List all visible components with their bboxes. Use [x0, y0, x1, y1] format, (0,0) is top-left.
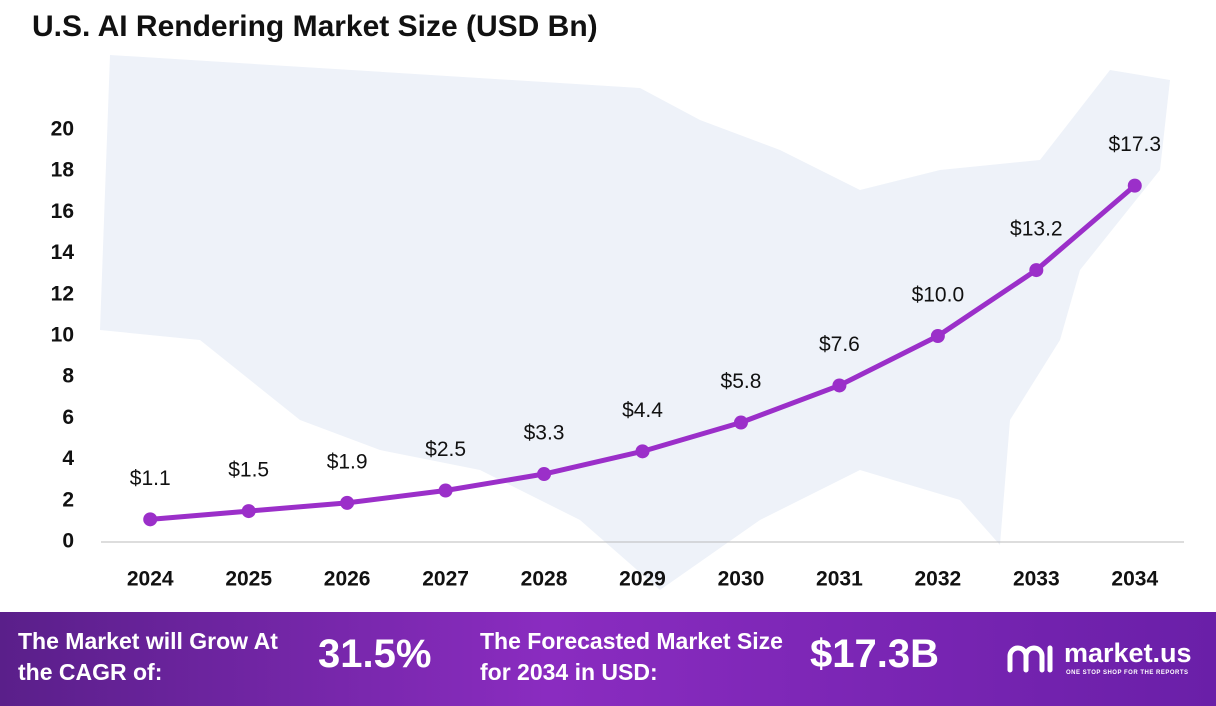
- x-tick-label: 2025: [225, 568, 272, 591]
- point: [733, 415, 748, 430]
- chart: U.S. AI Rendering Market Size (USD Bn) 0…: [32, 10, 1184, 591]
- point: [438, 483, 453, 498]
- x-tick-label: 2028: [521, 568, 568, 591]
- point: [635, 444, 650, 459]
- x-tick-label: 2033: [1013, 568, 1060, 591]
- value-label: $2.5: [425, 438, 466, 461]
- y-tick-label: 14: [51, 241, 75, 264]
- cagr-text: The Market will Grow At the CAGR of:: [18, 628, 278, 685]
- y-tick-label: 0: [62, 530, 74, 553]
- value-label: $17.3: [1108, 133, 1161, 156]
- point: [537, 467, 552, 482]
- point: [143, 512, 158, 527]
- value-label: $13.2: [1010, 218, 1063, 241]
- footer: The Market will Grow At the CAGR of: 31.…: [0, 612, 1216, 706]
- x-tick-label: 2027: [422, 568, 469, 591]
- value-label: $10.0: [912, 284, 965, 307]
- tagline: ONE STOP SHOP FOR THE REPORTS: [1066, 670, 1189, 676]
- point: [832, 378, 847, 393]
- chart-title: U.S. AI Rendering Market Size (USD Bn): [32, 10, 598, 43]
- map-background: [100, 55, 1170, 590]
- value-label: $4.4: [622, 399, 663, 422]
- point: [1127, 178, 1142, 193]
- point: [241, 504, 256, 519]
- point: [1029, 263, 1044, 278]
- y-tick-label: 18: [51, 159, 75, 182]
- y-tick-label: 16: [51, 200, 74, 223]
- x-tick-label: 2034: [1111, 568, 1158, 591]
- y-tick-label: 20: [51, 118, 74, 141]
- point: [340, 495, 355, 510]
- x-tick-label: 2024: [127, 568, 174, 591]
- value-label: $1.9: [327, 450, 368, 473]
- y-tick-label: 12: [51, 282, 74, 305]
- y-tick-label: 4: [62, 447, 74, 470]
- y-tick-label: 8: [62, 365, 74, 388]
- x-tick-label: 2031: [816, 568, 863, 591]
- value-label: $5.8: [721, 370, 762, 393]
- brand: market.us: [1064, 638, 1192, 668]
- forecast-value: $17.3B: [810, 632, 939, 676]
- x-tick-label: 2026: [324, 568, 371, 591]
- y-tick-label: 10: [51, 324, 74, 347]
- x-tick-label: 2032: [915, 568, 962, 591]
- brand-logo: [1007, 645, 1053, 673]
- y-tick-label: 6: [62, 406, 74, 429]
- value-label: $1.5: [228, 459, 269, 482]
- x-tick-label: 2029: [619, 568, 666, 591]
- value-label: $3.3: [524, 422, 565, 445]
- x-tick-label: 2030: [718, 568, 765, 591]
- cagr-value: 31.5%: [318, 632, 432, 676]
- y-tick-label: 2: [62, 488, 74, 511]
- value-label: $7.6: [819, 333, 860, 356]
- value-label: $1.1: [130, 467, 171, 490]
- point: [930, 329, 945, 343]
- forecast-text: The Forecasted Market Size for 2034 in U…: [480, 628, 783, 685]
